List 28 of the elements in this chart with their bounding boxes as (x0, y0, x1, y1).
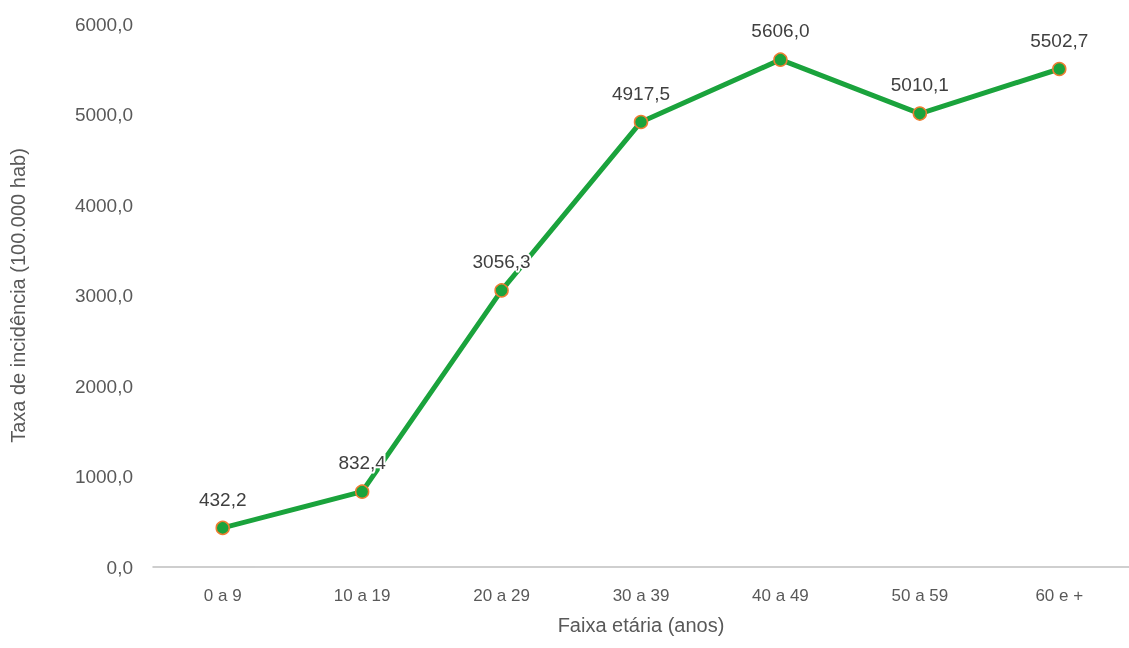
x-axis-title: Faixa etária (anos) (557, 614, 725, 636)
y-tick-label: 4000,0 (74, 194, 133, 216)
y-tick-label: 1000,0 (74, 466, 133, 487)
y-tick-label: 5000,0 (74, 104, 133, 125)
point (912, 106, 928, 121)
x-tick-label: 20 a 29 (473, 586, 530, 605)
y-tick-label: 2000,0 (74, 375, 133, 397)
x-tick-label: 40 a 49 (752, 586, 809, 605)
x-tick-label: 0 a 9 (203, 586, 242, 605)
point (1052, 61, 1067, 77)
y-tick-label: 0,0 (106, 556, 133, 578)
x-tick-label: 30 a 39 (612, 586, 670, 605)
point (633, 114, 649, 130)
data-label: 5606,0 (751, 20, 810, 42)
data-label: 432,2 (198, 488, 247, 510)
y-tick-label: 6000,0 (74, 13, 133, 35)
point (773, 52, 788, 67)
point (354, 484, 370, 499)
data-label: 5502,7 (1030, 29, 1089, 51)
point (215, 520, 230, 536)
x-tick-label: 50 a 59 (891, 586, 949, 605)
data-label: 5010,1 (890, 74, 949, 96)
y-tick-label: 3000,0 (74, 285, 133, 306)
point (494, 283, 509, 298)
x-tick-label: 60 e + (1035, 586, 1084, 605)
x-tick-label: 10 a 19 (333, 586, 391, 605)
data-label: 4917,5 (611, 82, 671, 104)
y-axis-title: Taxa de incidência (100.000 hab) (7, 148, 29, 443)
